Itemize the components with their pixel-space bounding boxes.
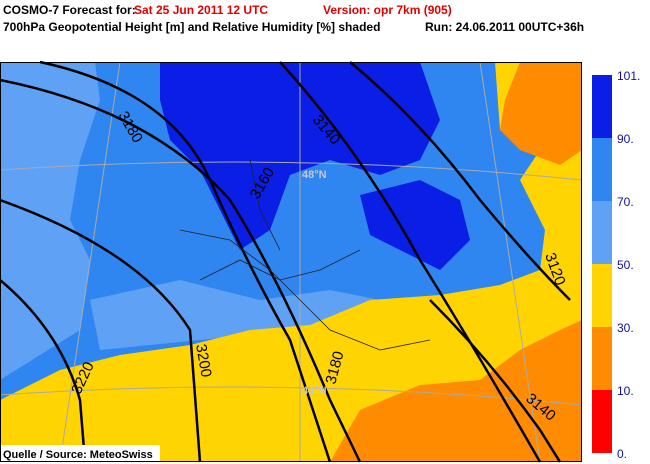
footer-box — [0, 445, 160, 462]
legend-label: 50. — [617, 258, 634, 272]
contour-label: 3200 — [192, 343, 215, 379]
map-frame — [0, 62, 582, 462]
legend: 101. 90. 70. 50. 30. 10. 0. — [592, 69, 640, 461]
legend-label: 70. — [617, 195, 634, 209]
latitude-label: 48°N — [302, 169, 327, 181]
legend-swatch — [592, 264, 612, 327]
legend-swatch — [592, 138, 612, 201]
borders — [179, 159, 431, 351]
legend-swatch — [592, 327, 612, 390]
legend-label: 30. — [617, 321, 634, 335]
header-version: Version: opr 7km (905) — [323, 3, 452, 17]
legend-swatch — [592, 201, 612, 264]
legend-label: 90. — [617, 132, 634, 146]
orange-area — [500, 62, 582, 165]
header-run: Run: 24.06.2011 00UTC+36h — [425, 20, 584, 34]
latitude-label: 44°N — [302, 385, 327, 397]
header-date: Sat 25 Jun 2011 12 UTC — [134, 3, 268, 17]
light-blue-area — [90, 280, 380, 350]
graticule — [0, 61, 583, 463]
legend-swatch — [592, 75, 612, 138]
map-area: 3180 3140 3160 3120 3200 3220 3180 3140 … — [0, 60, 583, 463]
legend-label: 0. — [617, 447, 627, 461]
legend-label: 101. — [617, 69, 640, 83]
legend-label: 10. — [617, 384, 634, 398]
yellow-area — [0, 140, 582, 462]
header-label: COSMO-7 Forecast for: — [3, 3, 136, 17]
contour-lines — [0, 60, 571, 463]
footer: Quelle / Source: MeteoSwiss — [3, 449, 153, 461]
legend-swatch — [592, 390, 612, 453]
header-title: 700hPa Geopotential Height [m] and Relat… — [3, 20, 380, 34]
